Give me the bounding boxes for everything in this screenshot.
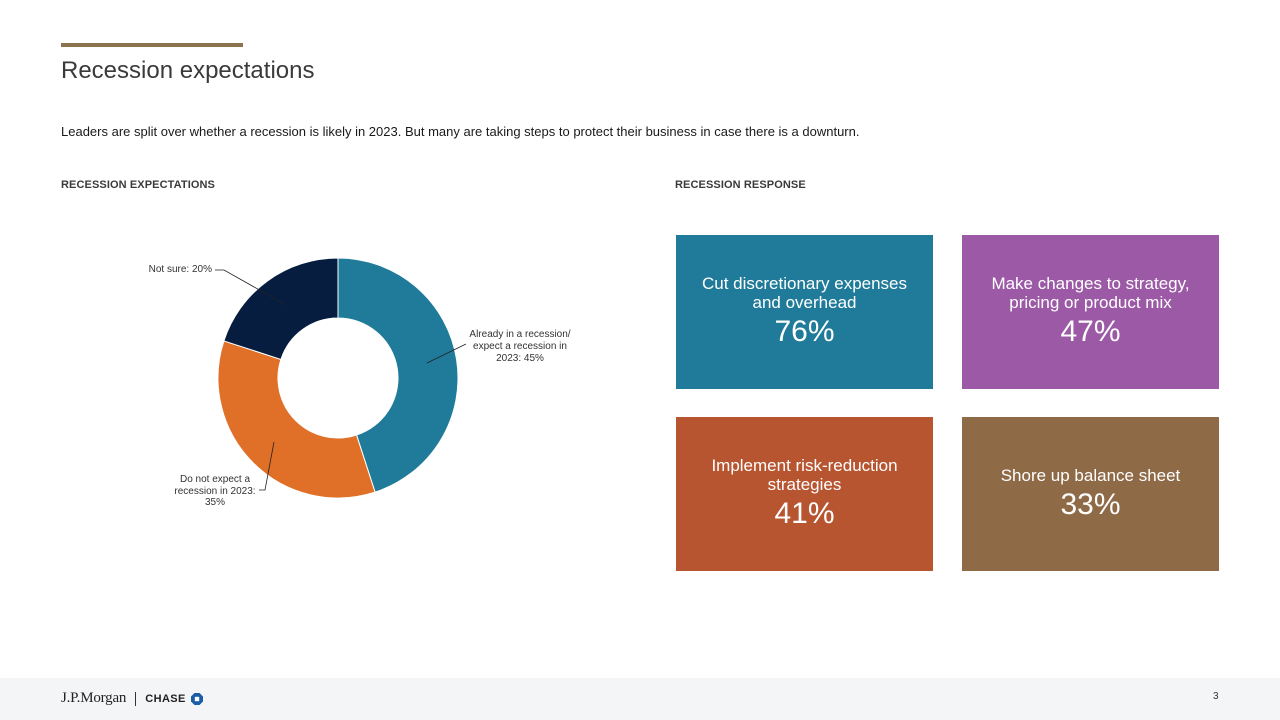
- donut-slice-do-not-expect: [217, 340, 376, 499]
- donut-chart: Already in a recession/expect a recessio…: [149, 257, 571, 508]
- slice-label-not-sure: Not sure: 20%: [149, 264, 212, 275]
- logo-jpmorgan-text: J.P.Morgan: [61, 690, 127, 706]
- tile-value: 47%: [1060, 315, 1121, 348]
- tile-label: Make changes to strategy, pricing or pro…: [991, 274, 1190, 312]
- tile-label: Implement risk-reduction strategies: [711, 456, 898, 494]
- response-tile-cut-expenses: Cut discretionary expenses and overhead …: [676, 235, 933, 389]
- logo-chase-text: CHASE: [145, 692, 186, 705]
- logo-divider: [135, 691, 137, 706]
- page-subtitle: Leaders are split over whether a recessi…: [61, 124, 860, 139]
- page-title: Recession expectations: [61, 57, 315, 84]
- title-accent-bar: [61, 43, 243, 47]
- section-heading-response: RECESSION RESPONSE: [675, 179, 806, 191]
- slice-label-already-or-expect: expect a recession in: [473, 341, 567, 352]
- tile-label: Cut discretionary expenses and overhead: [701, 274, 908, 312]
- chase-octagon-icon: [190, 692, 203, 705]
- page-number: 3: [1213, 691, 1219, 702]
- slice-label-do-not-expect: recession in 2023:: [174, 486, 255, 497]
- leader-line-not-sure: [215, 269, 287, 306]
- slice-label-do-not-expect: Do not expect a: [180, 474, 250, 485]
- response-tile-risk-reduction: Implement risk-reduction strategies 41%: [676, 417, 933, 571]
- tile-value: 33%: [1060, 487, 1121, 521]
- slice-label-already-or-expect: Already in a recession/: [469, 329, 570, 340]
- tile-value: 41%: [774, 497, 835, 530]
- donut-slice-not-sure: [223, 257, 339, 361]
- footer-bar: [0, 678, 1280, 720]
- leader-line-already-or-expect: [426, 343, 467, 364]
- jpmorgan-chase-logo: J.P.Morgan CHASE: [61, 690, 203, 707]
- donut-slice-already-or-expect: [337, 257, 459, 493]
- slice-label-already-or-expect: 2023: 45%: [496, 353, 544, 364]
- tile-value: 76%: [774, 315, 835, 348]
- response-tile-strategy-changes: Make changes to strategy, pricing or pro…: [962, 235, 1219, 389]
- response-tile-balance-sheet: Shore up balance sheet 33%: [962, 417, 1219, 571]
- slice-label-do-not-expect: 35%: [205, 497, 225, 508]
- tile-label: Shore up balance sheet: [1000, 465, 1181, 485]
- leader-line-do-not-expect: [259, 441, 275, 491]
- section-heading-expectations: RECESSION EXPECTATIONS: [61, 179, 215, 191]
